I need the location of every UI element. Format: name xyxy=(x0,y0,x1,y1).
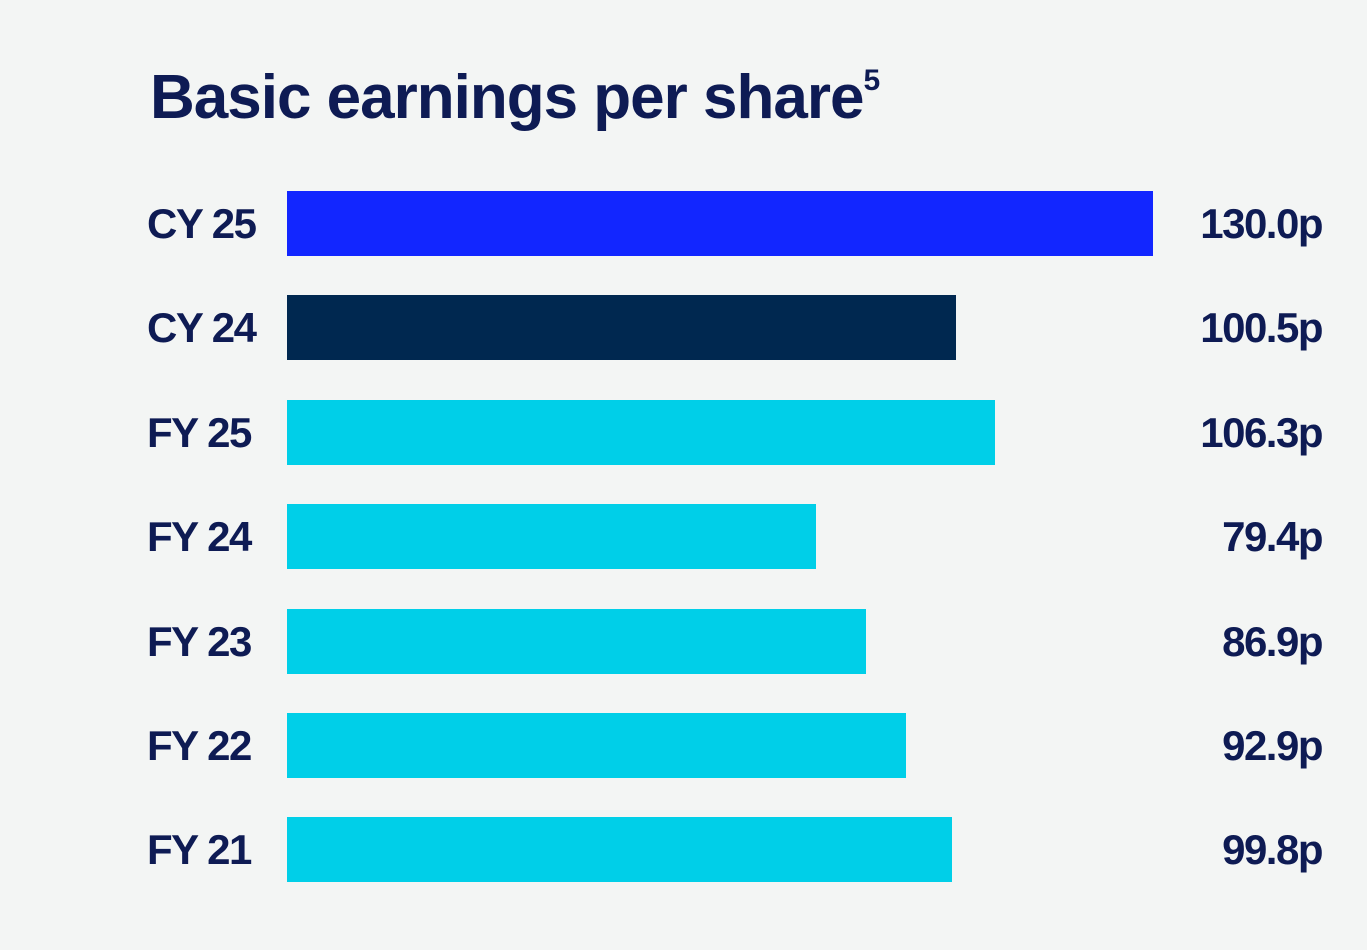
data-label: 106.3p xyxy=(1200,408,1323,456)
data-label: 92.9p xyxy=(1222,722,1323,769)
category-label: FY 25 xyxy=(147,408,252,456)
data-label: 130.0p xyxy=(1200,200,1323,247)
category-label: FY 23 xyxy=(147,617,252,665)
category-label: CY 25 xyxy=(147,200,257,247)
chart-title-text: Basic earnings per share xyxy=(150,63,864,132)
chart-title: Basic earnings per share5 xyxy=(150,62,880,133)
data-label: 100.5p xyxy=(1200,304,1323,352)
data-label: 99.8p xyxy=(1222,826,1323,874)
bar xyxy=(287,504,816,570)
data-label: 86.9p xyxy=(1222,617,1323,665)
category-label: FY 22 xyxy=(147,722,252,769)
data-label: 79.4p xyxy=(1222,513,1323,561)
bar xyxy=(287,399,996,465)
bar xyxy=(287,608,866,674)
bar xyxy=(287,191,1153,256)
bar xyxy=(287,817,952,883)
title-footnote: 5 xyxy=(863,64,880,98)
category-label: FY 24 xyxy=(147,513,252,561)
category-label: CY 24 xyxy=(147,304,257,352)
bar xyxy=(287,713,906,778)
category-label: FY 21 xyxy=(147,826,252,874)
bar xyxy=(287,295,957,361)
